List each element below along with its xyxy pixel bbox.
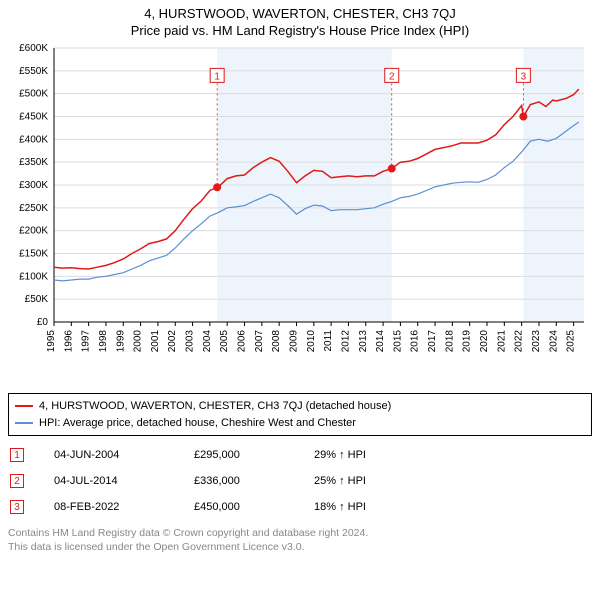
svg-text:2000: 2000 bbox=[133, 330, 144, 353]
svg-text:2016: 2016 bbox=[410, 330, 421, 353]
svg-text:2009: 2009 bbox=[288, 330, 299, 353]
svg-text:£550K: £550K bbox=[19, 66, 48, 77]
svg-text:£400K: £400K bbox=[19, 134, 48, 145]
svg-text:1997: 1997 bbox=[81, 330, 92, 353]
sale-marker-icon: 1 bbox=[10, 448, 24, 462]
svg-text:2008: 2008 bbox=[271, 330, 282, 353]
svg-text:2011: 2011 bbox=[323, 330, 334, 352]
title-subtitle: Price paid vs. HM Land Registry's House … bbox=[8, 23, 592, 38]
svg-text:£500K: £500K bbox=[19, 89, 48, 100]
svg-text:2017: 2017 bbox=[427, 330, 438, 353]
svg-text:2013: 2013 bbox=[358, 330, 369, 353]
sale-diff: 25% ↑ HPI bbox=[314, 475, 366, 487]
sale-marker-icon: 3 bbox=[10, 500, 24, 514]
svg-text:£250K: £250K bbox=[19, 203, 48, 214]
svg-text:2021: 2021 bbox=[496, 330, 507, 353]
svg-text:2020: 2020 bbox=[479, 330, 490, 353]
svg-text:2024: 2024 bbox=[548, 330, 559, 353]
svg-text:2006: 2006 bbox=[237, 330, 248, 353]
svg-text:£600K: £600K bbox=[19, 43, 48, 54]
svg-text:2012: 2012 bbox=[340, 330, 351, 353]
sale-row: 1 04-JUN-2004 £295,000 29% ↑ HPI bbox=[8, 444, 592, 470]
svg-text:2014: 2014 bbox=[375, 330, 386, 353]
chart-area: £0 £50K £100K £150K £200K £250K £300K £350K £400… bbox=[8, 42, 592, 387]
svg-text:2007: 2007 bbox=[254, 330, 265, 353]
legend: 4, HURSTWOOD, WAVERTON, CHESTER, CH3 7QJ… bbox=[8, 393, 592, 436]
sale-price: £450,000 bbox=[194, 501, 284, 513]
sale-diff: 29% ↑ HPI bbox=[314, 449, 366, 461]
sale-date: 04-JUL-2014 bbox=[54, 475, 164, 487]
legend-label: 4, HURSTWOOD, WAVERTON, CHESTER, CH3 7QJ… bbox=[39, 398, 391, 415]
legend-label: HPI: Average price, detached house, Ches… bbox=[39, 415, 356, 432]
svg-text:2010: 2010 bbox=[306, 330, 317, 353]
sales-table: 1 04-JUN-2004 £295,000 29% ↑ HPI 2 04-JU… bbox=[8, 444, 592, 522]
svg-text:2019: 2019 bbox=[462, 330, 473, 353]
svg-text:3: 3 bbox=[521, 71, 527, 82]
footer-line: This data is licensed under the Open Gov… bbox=[8, 540, 592, 554]
svg-text:1999: 1999 bbox=[115, 330, 126, 353]
svg-text:2018: 2018 bbox=[444, 330, 455, 353]
svg-text:1996: 1996 bbox=[63, 330, 74, 353]
svg-text:2001: 2001 bbox=[150, 330, 161, 353]
svg-text:£300K: £300K bbox=[19, 180, 48, 191]
sale-date: 08-FEB-2022 bbox=[54, 501, 164, 513]
sale-marker-icon: 2 bbox=[10, 474, 24, 488]
sale-row: 3 08-FEB-2022 £450,000 18% ↑ HPI bbox=[8, 496, 592, 522]
svg-text:2002: 2002 bbox=[167, 330, 178, 353]
legend-item: HPI: Average price, detached house, Ches… bbox=[15, 415, 585, 432]
sale-diff: 18% ↑ HPI bbox=[314, 501, 366, 513]
legend-item: 4, HURSTWOOD, WAVERTON, CHESTER, CH3 7QJ… bbox=[15, 398, 585, 415]
legend-swatch bbox=[15, 422, 33, 424]
svg-text:2005: 2005 bbox=[219, 330, 230, 353]
footer-line: Contains HM Land Registry data © Crown c… bbox=[8, 526, 592, 540]
sale-date: 04-JUN-2004 bbox=[54, 449, 164, 461]
chart-container: 4, HURSTWOOD, WAVERTON, CHESTER, CH3 7QJ… bbox=[0, 0, 600, 558]
sale-price: £336,000 bbox=[194, 475, 284, 487]
svg-text:£350K: £350K bbox=[19, 157, 48, 168]
svg-text:£150K: £150K bbox=[19, 249, 48, 260]
svg-text:2004: 2004 bbox=[202, 330, 213, 353]
svg-text:£450K: £450K bbox=[19, 112, 48, 123]
svg-text:2023: 2023 bbox=[531, 330, 542, 353]
svg-text:2: 2 bbox=[389, 71, 395, 82]
svg-text:£0: £0 bbox=[37, 317, 49, 328]
svg-text:1998: 1998 bbox=[98, 330, 109, 353]
svg-text:£200K: £200K bbox=[19, 226, 48, 237]
svg-text:2015: 2015 bbox=[392, 330, 403, 353]
sale-price: £295,000 bbox=[194, 449, 284, 461]
footer-attribution: Contains HM Land Registry data © Crown c… bbox=[8, 526, 592, 554]
svg-text:1: 1 bbox=[214, 71, 220, 82]
sale-row: 2 04-JUL-2014 £336,000 25% ↑ HPI bbox=[8, 470, 592, 496]
svg-text:1995: 1995 bbox=[46, 330, 57, 353]
legend-swatch bbox=[15, 405, 33, 407]
svg-text:2003: 2003 bbox=[185, 330, 196, 353]
price-chart: £0 £50K £100K £150K £200K £250K £300K £350K £400… bbox=[8, 42, 592, 382]
svg-text:£100K: £100K bbox=[19, 271, 48, 282]
svg-text:£50K: £50K bbox=[25, 294, 49, 305]
title-address: 4, HURSTWOOD, WAVERTON, CHESTER, CH3 7QJ bbox=[8, 6, 592, 21]
svg-text:2025: 2025 bbox=[566, 330, 577, 353]
title-block: 4, HURSTWOOD, WAVERTON, CHESTER, CH3 7QJ… bbox=[8, 6, 592, 38]
svg-text:2022: 2022 bbox=[514, 330, 525, 353]
